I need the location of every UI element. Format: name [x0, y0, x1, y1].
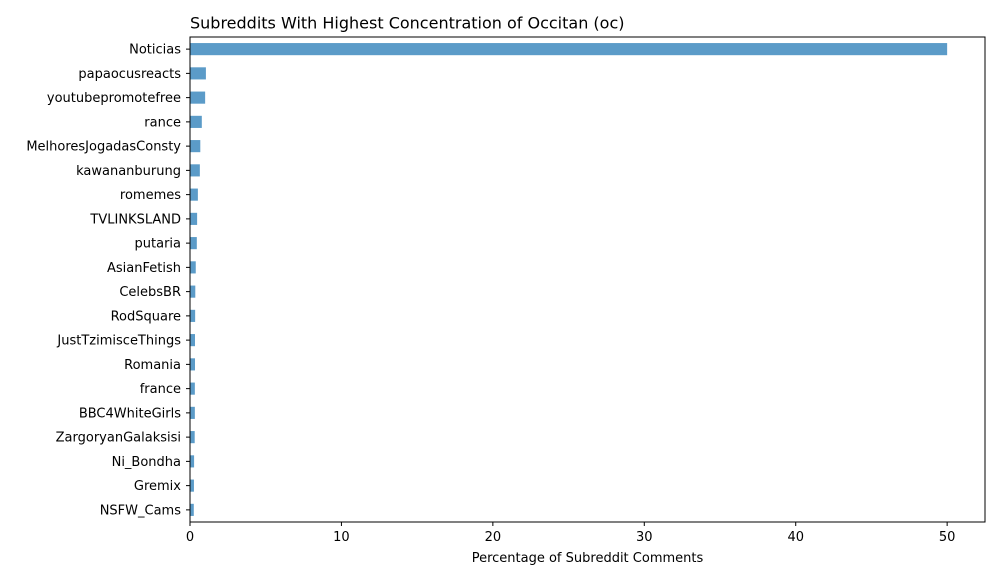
- bars-layer: [190, 43, 948, 516]
- bar-romania: [190, 358, 195, 371]
- y-tick-label: rance: [144, 115, 181, 130]
- bar-papaocusreacts: [190, 67, 206, 80]
- y-tick-label: ZargoryanGalaksisi: [56, 431, 181, 446]
- bar-noticias: [190, 43, 948, 56]
- chart-title: Subreddits With Highest Concentration of…: [190, 14, 625, 33]
- y-tick-label: Noticias: [129, 43, 181, 58]
- bar-kawananburung: [190, 164, 200, 177]
- y-tick-label: romemes: [120, 188, 181, 203]
- bar-zargoryangalaksisi: [190, 431, 195, 444]
- axes-layer: Noticias papaocusreacts youtubepromotefree…: [26, 36, 986, 545]
- y-tick-label: MelhoresJogadasConsty: [26, 140, 181, 155]
- bar-rodsquare: [190, 309, 196, 322]
- y-tick-label: putaria: [135, 237, 181, 252]
- bar-ni-bondha: [190, 455, 195, 468]
- plot-frame: [189, 36, 986, 523]
- y-tick-label: Gremix: [134, 479, 181, 494]
- bar-asianfetish: [190, 261, 196, 274]
- bar-justtzimiscethings: [190, 334, 195, 347]
- x-tick-label: 0: [186, 530, 194, 545]
- y-tick-label: papaocusreacts: [78, 67, 181, 82]
- y-tick-label: NSFW_Cams: [100, 503, 182, 518]
- x-tick-label: 10: [333, 530, 350, 545]
- y-tick-label: CelebsBR: [119, 285, 181, 300]
- bar-rance: [190, 115, 202, 128]
- x-tick-label: 30: [636, 530, 653, 545]
- y-tick-label: france: [140, 382, 181, 397]
- y-tick-label: youtubepromotefree: [47, 91, 181, 106]
- x-tick-label: 50: [939, 530, 956, 545]
- y-tick-label: kawananburung: [76, 164, 181, 179]
- x-axis-label: Percentage of Subreddit Comments: [472, 551, 704, 566]
- y-tick-label: BBC4WhiteGirls: [79, 406, 181, 421]
- bar-gremix: [190, 479, 194, 492]
- bar-nsfw-cams: [190, 503, 194, 516]
- y-tick-label: Romania: [124, 358, 181, 373]
- bar-france: [190, 382, 195, 395]
- x-tick-label: 40: [787, 530, 804, 545]
- y-tick-label: TVLINKSLAND: [89, 212, 181, 227]
- bar-putaria: [190, 237, 197, 250]
- y-tick-label: RodSquare: [111, 309, 181, 324]
- y-tick-label: JustTzimisceThings: [56, 334, 181, 349]
- bar-youtubepromotefree: [190, 91, 206, 104]
- bar-romemes: [190, 188, 198, 201]
- bar-tvlinksland: [190, 212, 198, 225]
- y-tick-label: AsianFetish: [107, 261, 181, 276]
- bar-melhoresjogadasconsty: [190, 140, 201, 153]
- y-tick-label: Ni_Bondha: [112, 455, 181, 470]
- bar-bbc4whitegirls: [190, 406, 195, 419]
- bar-celebsbr: [190, 285, 196, 298]
- x-tick-label: 20: [485, 530, 502, 545]
